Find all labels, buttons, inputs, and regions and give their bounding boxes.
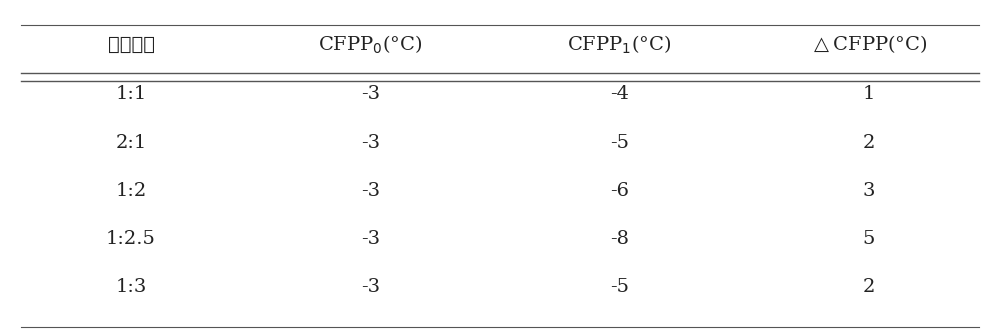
Text: -4: -4 [610, 85, 629, 104]
Text: -3: -3 [361, 230, 380, 248]
Text: -3: -3 [361, 134, 380, 151]
Text: 5: 5 [863, 230, 875, 248]
Text: 物料配比: 物料配比 [108, 36, 155, 54]
Text: -6: -6 [610, 182, 629, 200]
Text: CFPP$_0$(°C): CFPP$_0$(°C) [318, 34, 423, 56]
Text: 2:1: 2:1 [115, 134, 147, 151]
Text: -3: -3 [361, 278, 380, 296]
Text: 1: 1 [863, 85, 875, 104]
Text: -5: -5 [610, 278, 629, 296]
Text: -8: -8 [610, 230, 629, 248]
Text: $\triangle$CFPP(°C): $\triangle$CFPP(°C) [810, 34, 928, 56]
Text: 1:2.5: 1:2.5 [106, 230, 156, 248]
Text: CFPP$_1$(°C): CFPP$_1$(°C) [567, 34, 672, 56]
Text: 1:1: 1:1 [115, 85, 147, 104]
Text: -5: -5 [610, 134, 629, 151]
Text: -3: -3 [361, 85, 380, 104]
Text: 2: 2 [863, 278, 875, 296]
Text: -3: -3 [361, 182, 380, 200]
Text: 3: 3 [863, 182, 875, 200]
Text: 2: 2 [863, 134, 875, 151]
Text: 1:3: 1:3 [115, 278, 147, 296]
Text: 1:2: 1:2 [115, 182, 147, 200]
